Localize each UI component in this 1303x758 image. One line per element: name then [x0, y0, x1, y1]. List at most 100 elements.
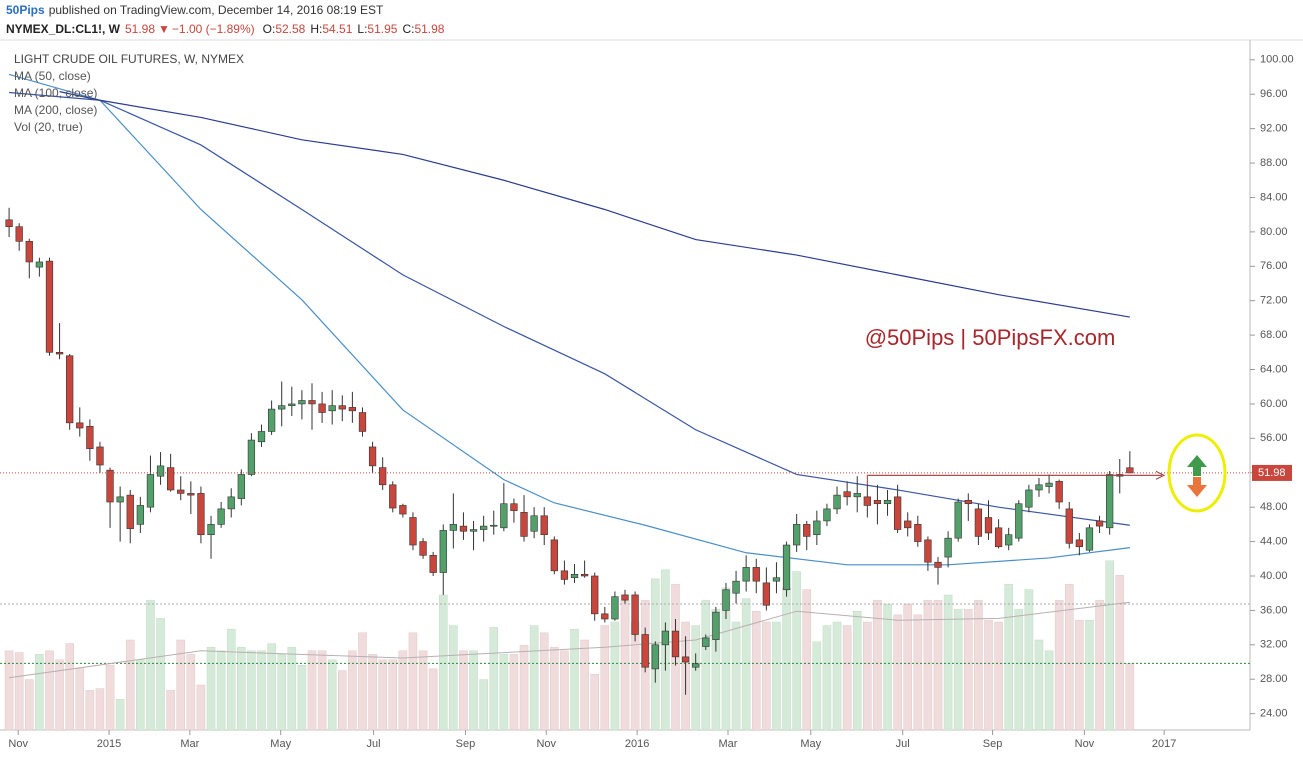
volume-bar	[741, 598, 751, 731]
candle-body	[782, 544, 791, 591]
volume-bar	[1085, 619, 1094, 731]
volume-bar	[368, 654, 377, 731]
volume-bar	[620, 600, 630, 731]
volume-bar	[974, 600, 983, 731]
x-tick-label: May	[270, 738, 291, 750]
candle-body	[984, 517, 993, 534]
volume-bar	[1064, 583, 1074, 731]
volume-bar	[691, 625, 700, 731]
y-tick-label: 64.00	[1260, 363, 1288, 375]
quote-value: 54.51	[322, 22, 352, 36]
watermark: @50Pips | 50PipsFX.com	[865, 325, 1116, 350]
candle-body	[742, 567, 750, 582]
volume-bar	[842, 625, 852, 731]
candle-body	[853, 493, 861, 498]
candle-body	[439, 530, 447, 573]
candle-body	[631, 594, 639, 635]
volume-bar	[1075, 619, 1084, 731]
candle-body	[267, 408, 276, 432]
volume-bar	[499, 654, 509, 731]
volume-bar	[267, 643, 276, 731]
x-tick-label: May	[800, 738, 821, 750]
candle-body	[944, 537, 952, 558]
candle-body	[762, 582, 770, 606]
last-price-tag	[1252, 464, 1292, 481]
y-tick-label: 60.00	[1260, 398, 1288, 410]
candle-body	[924, 539, 932, 563]
volume-bar	[125, 639, 135, 731]
volume-bar	[438, 594, 448, 731]
candle-body	[681, 656, 690, 663]
volume-bar	[85, 690, 95, 731]
volume-bar	[701, 600, 711, 731]
candle-body	[399, 505, 407, 515]
volume-bar	[994, 621, 1003, 731]
volume-bar	[176, 639, 186, 731]
author: 50Pips	[6, 3, 45, 17]
last-price-label: 51.98	[1258, 467, 1286, 479]
candle-body	[883, 499, 892, 505]
candle-body	[1005, 534, 1013, 546]
volume-bar	[1054, 600, 1064, 731]
volume-bar	[388, 659, 398, 731]
volume-bar	[943, 594, 953, 731]
volume-bar	[792, 571, 801, 731]
volume-bar	[933, 600, 943, 731]
volume-bar	[327, 659, 337, 731]
volume-bar	[772, 621, 781, 731]
candle-body	[823, 508, 831, 522]
volume-ma	[9, 601, 1130, 679]
symbol: NYMEX_DL:CL1!, W	[6, 22, 121, 36]
candle-body	[247, 439, 256, 475]
volume-bar	[156, 618, 165, 731]
candle-body	[419, 541, 427, 556]
candle-body	[611, 596, 619, 620]
volume-bar	[863, 621, 872, 731]
candle-body	[298, 400, 306, 405]
candle-body	[66, 355, 74, 424]
volume-bar	[206, 646, 216, 731]
volume-bar	[550, 646, 559, 731]
y-tick-label: 28.00	[1260, 673, 1288, 685]
volume-bar	[166, 690, 175, 731]
y-tick-label: 88.00	[1260, 157, 1288, 169]
legend-entry: Vol (20, true)	[14, 120, 83, 134]
volume-bar	[1095, 600, 1104, 731]
volume-bar	[186, 654, 196, 731]
volume-bar	[519, 645, 529, 731]
candle-body	[873, 499, 882, 505]
candles	[5, 207, 1134, 695]
candle-body	[964, 499, 972, 505]
candle-body	[1055, 481, 1063, 503]
volume-bar	[105, 664, 115, 731]
resistance-arrow	[1155, 470, 1166, 480]
volume-bar	[317, 650, 327, 731]
volume-bar	[297, 664, 307, 731]
volume-bar	[873, 600, 882, 731]
candle-body	[449, 524, 457, 531]
candle-body	[732, 580, 740, 594]
y-tick-label: 80.00	[1260, 226, 1288, 238]
candle-body	[167, 467, 175, 491]
volume-bar	[469, 650, 478, 731]
volume-bar	[307, 650, 317, 731]
quote-value: 51.98	[414, 22, 444, 36]
candle-body	[934, 561, 942, 568]
volume-bar	[580, 639, 589, 731]
volume-bar	[348, 650, 357, 731]
quote-label: C:	[402, 22, 414, 36]
candle-body	[490, 524, 498, 527]
candle-body	[177, 489, 185, 494]
volume-bar	[570, 628, 579, 731]
volume-bar	[762, 621, 771, 731]
volume-bar	[479, 679, 488, 731]
y-tick-label: 92.00	[1260, 123, 1288, 135]
candle-body	[409, 517, 417, 546]
x-tick-label: 2017	[1152, 738, 1176, 750]
candle-body	[793, 524, 801, 546]
volume-bar	[1004, 583, 1013, 731]
x-tick-label: Jul	[896, 738, 910, 750]
y-tick-label: 32.00	[1260, 639, 1288, 651]
candle-body	[1075, 539, 1083, 548]
